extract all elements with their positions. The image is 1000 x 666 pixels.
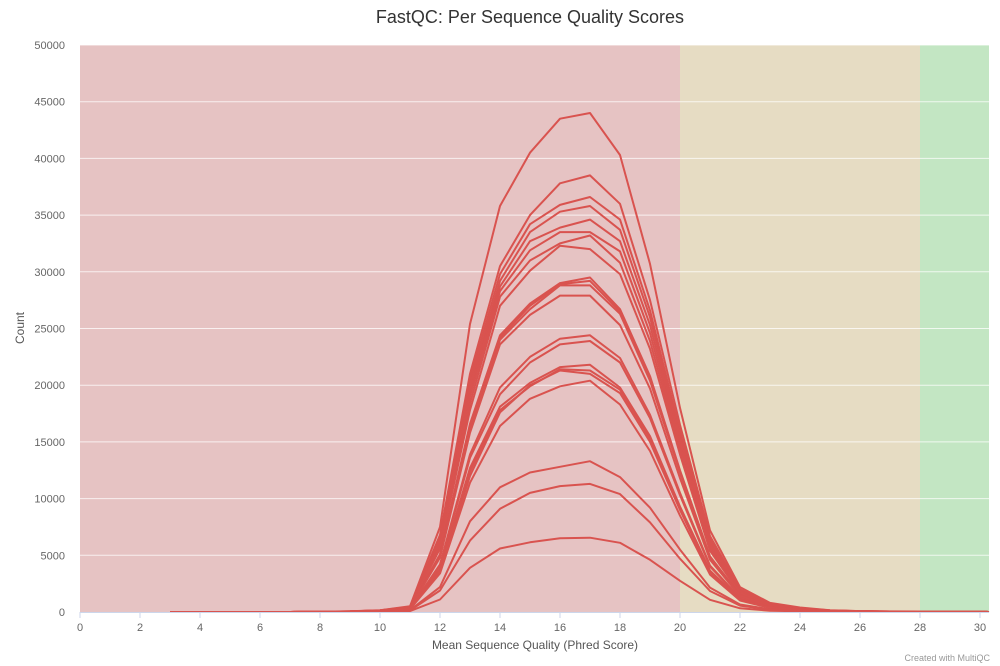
x-tick-label: 16 bbox=[554, 622, 566, 634]
x-tick-label: 2 bbox=[137, 622, 143, 634]
x-tick-label: 6 bbox=[257, 622, 263, 634]
x-tick-label: 12 bbox=[434, 622, 446, 634]
axes: 0 5000 10000 15000 20000 25000 30000 35000 40000… bbox=[34, 40, 989, 634]
x-tick-label: 24 bbox=[794, 622, 806, 634]
y-axis-title: Count bbox=[13, 311, 27, 344]
y-tick-label: 50000 bbox=[34, 40, 65, 52]
x-tick-label: 22 bbox=[734, 622, 746, 634]
x-tick-label: 26 bbox=[854, 622, 866, 634]
x-tick-label: 4 bbox=[197, 622, 203, 634]
y-tick-label: 20000 bbox=[34, 380, 65, 392]
y-tick-label: 35000 bbox=[34, 210, 65, 222]
chart-title: FastQC: Per Sequence Quality Scores bbox=[375, 7, 685, 27]
x-tick-label: 30 bbox=[974, 622, 986, 634]
x-tick-label: 0 bbox=[77, 622, 83, 634]
y-tick-label: 40000 bbox=[34, 153, 65, 165]
gridlines bbox=[80, 44, 989, 556]
y-tick-label: 10000 bbox=[34, 494, 65, 506]
y-tick-label: 25000 bbox=[34, 324, 65, 336]
x-tick-label: 14 bbox=[494, 622, 506, 634]
y-tick-label: 30000 bbox=[34, 267, 65, 279]
x-tick-label: 28 bbox=[914, 622, 926, 634]
x-tick-label: 18 bbox=[614, 622, 626, 634]
x-tick-label: 20 bbox=[674, 622, 686, 634]
y-tick-label: 5000 bbox=[41, 550, 65, 562]
multiqc-credit: Created with MultiQC bbox=[904, 653, 990, 663]
x-tick-label: 10 bbox=[374, 622, 386, 634]
y-tick-label: 45000 bbox=[34, 97, 65, 109]
x-axis-title: Mean Sequence Quality (Phred Score) bbox=[432, 638, 638, 652]
y-tick-label: 15000 bbox=[34, 437, 65, 449]
y-tick-label: 0 bbox=[59, 607, 65, 619]
x-tick-label: 8 bbox=[317, 622, 323, 634]
